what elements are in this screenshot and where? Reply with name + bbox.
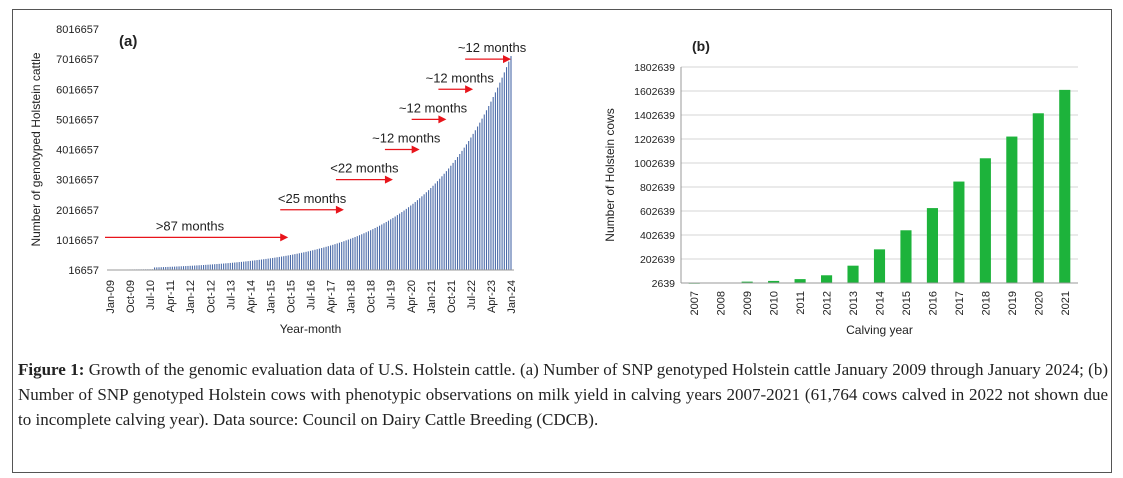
a-annotation-label: ~12 months [399,100,468,115]
figure-caption: Figure 1: Growth of the genomic evaluati… [18,357,1108,432]
b-x-axis-label: Calving year [846,323,913,337]
a-xtick-label: Apr-20 [406,280,418,313]
b-xtick-label: 2011 [795,291,807,315]
a-annotation-label: ~12 months [372,131,441,146]
a-ytick-label: 1016657 [56,235,99,247]
a-x-axis-label: Year-month [280,322,342,336]
a-annotation-label: >87 months [156,218,225,233]
b-ytick-label: 2639 [652,278,676,290]
a-annotation-label: ~12 months [458,40,527,55]
a-annotation-label: <25 months [278,191,347,206]
a-xtick-label: Jul-22 [466,280,478,310]
b-xtick-label: 2010 [769,291,781,315]
b-xtick-label: 2015 [901,291,913,315]
a-ytick-label: 3016657 [56,175,99,187]
figure-frame [12,9,1112,473]
a-annotation-label: ~12 months [426,70,495,85]
b-ytick-label: 1602639 [634,86,675,98]
panel-b-label: (b) [692,38,710,54]
b-bar [768,280,780,283]
b-xtick-label: 2014 [875,291,887,315]
b-xtick-label: 2016 [927,291,939,315]
panel-a-label: (a) [119,33,137,50]
chart-b: (b) 2639 202639 402639 602639 802639 1002639 12… [603,38,1078,337]
a-y-axis-label: Number of genotyped Holstein cattle [29,52,43,246]
a-bars-group [109,56,512,270]
b-bar [1006,136,1018,283]
a-xtick-label: Apr-11 [165,280,177,312]
a-annotation-arrowhead [503,55,511,64]
b-bar [821,275,833,283]
a-xtick-label: Oct-15 [285,280,297,313]
a-xtick-label: Jan-24 [506,280,518,314]
b-xtick-label: 2012 [822,291,834,315]
a-xtick-label: Oct-12 [205,280,217,313]
b-y-axis-label: Number of Holstein cows [603,108,617,241]
b-ytick-label: 602639 [640,206,675,218]
a-xtick-label: Oct-09 [125,280,137,313]
a-xtick-label: Apr-17 [326,280,338,313]
b-ytick-label: 202639 [640,254,675,266]
a-xtick-label: Jan-09 [105,280,117,314]
a-annotation-arrowhead [384,175,393,184]
a-annotation-label: <22 months [330,161,399,176]
a-ytick-label: 5016657 [56,114,99,126]
a-xtick-label: Oct-18 [366,280,378,313]
a-xtick-label: Apr-14 [245,280,257,313]
a-ytick-label: 4016657 [56,145,99,157]
b-xtick-label: 2018 [980,291,992,315]
b-xtick-label: 2019 [1007,291,1019,315]
a-xtick-label: Jan-21 [426,280,438,314]
a-ytick-label: 8016657 [56,24,99,36]
b-xtick-label: 2020 [1033,291,1045,315]
a-xtick-label: Jul-10 [145,280,157,310]
b-xtick-label: 2021 [1060,291,1072,315]
a-ytick-label: 7016657 [56,54,99,66]
a-xtick-label: Jul-19 [386,280,398,310]
caption-text: Growth of the genomic evaluation data of… [18,360,1108,429]
a-xtick-label: Jul-16 [306,280,318,310]
b-bar [953,181,965,283]
caption-label: Figure 1: [18,360,85,379]
b-xtick-label: 2007 [689,291,701,315]
a-annotation-arrowhead [411,145,420,154]
b-xtick-label: 2017 [954,291,966,315]
a-annotation-arrowhead [438,115,447,124]
b-ytick-label: 1002639 [634,158,675,170]
b-ytick-label: 1202639 [634,134,675,146]
a-xtick-label: Jan-12 [185,280,197,314]
b-ytick-label: 1402639 [634,110,675,122]
a-annotation-arrowhead [280,233,289,242]
b-bar [873,249,886,283]
b-ytick-label: 402639 [640,230,675,242]
a-xtick-label: Jul-13 [225,280,237,310]
a-xtick-label: Jan-15 [265,280,277,314]
b-xtick-label: 2009 [742,291,754,315]
b-bar [1059,89,1071,283]
b-xtick-label: 2008 [716,291,728,315]
a-ytick-label: 2016657 [56,205,99,217]
b-bar [900,230,912,283]
a-xtick-label: Oct-21 [446,280,458,313]
a-annotation-arrowhead [335,205,344,214]
b-bar [847,265,859,283]
a-ytick-label: 16657 [68,265,99,277]
b-bar [926,208,938,283]
b-bar [741,281,753,283]
b-xtick-label: 2013 [848,291,860,315]
a-annotation-arrowhead [465,85,474,94]
b-bar [1032,113,1044,284]
b-ytick-label: 802639 [640,182,675,194]
b-ytick-label: 1802639 [634,62,675,74]
a-xtick-label: Apr-23 [486,280,498,313]
b-bar [979,158,991,283]
b-bar [794,279,806,283]
a-ytick-label: 6016657 [56,84,99,96]
a-xtick-label: Jan-18 [346,280,358,314]
chart-a: (a) 16657 1016657 2016657 3016657 4016657 5016… [29,24,527,336]
